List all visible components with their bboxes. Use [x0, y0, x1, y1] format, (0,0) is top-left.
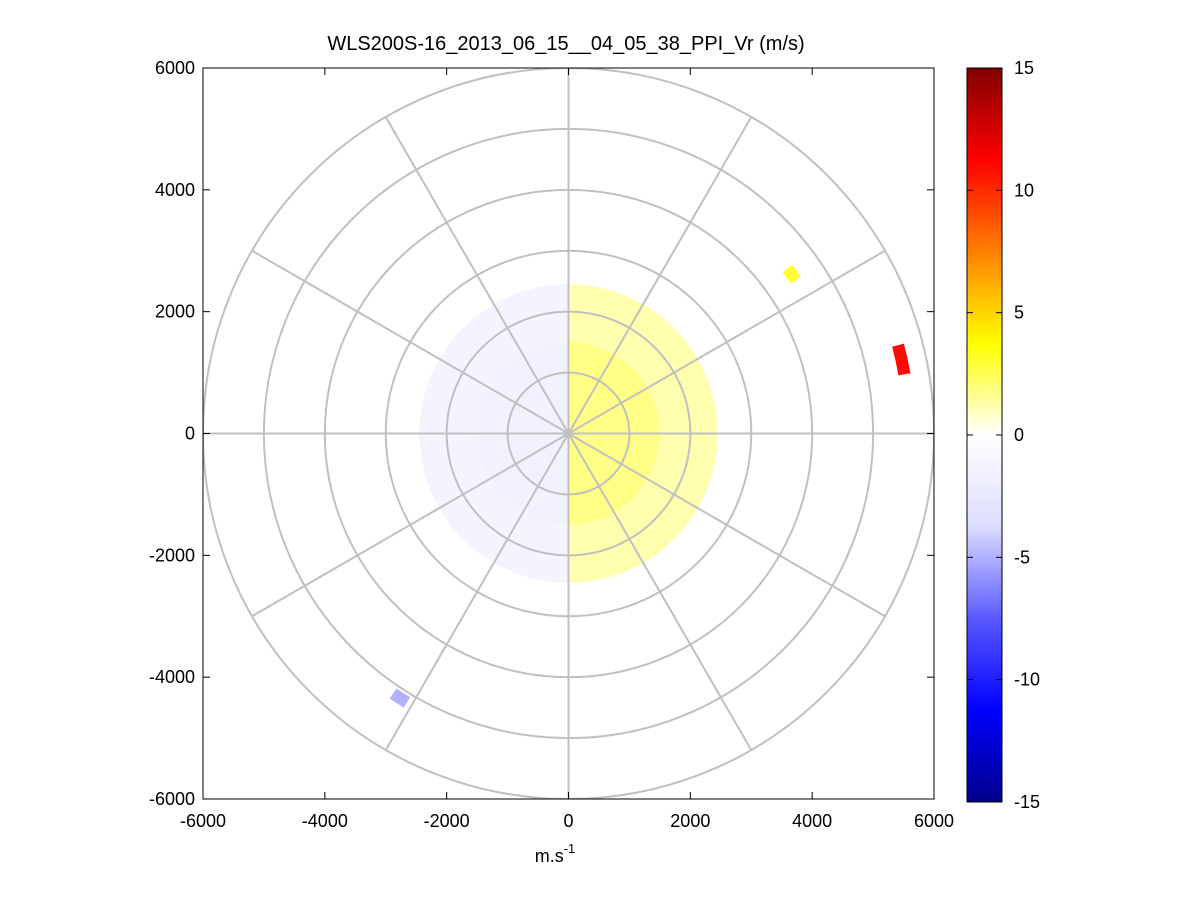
colorbar-tick-label: -5: [1014, 547, 1030, 567]
colorbar-ticks: 15 10 5 0 -5 -10 -15: [967, 58, 1040, 812]
x-tick-label: 0: [563, 811, 573, 831]
grid-spoke-2: [568, 249, 886, 435]
x-tick-label: -6000: [180, 811, 226, 831]
y-axis: 6000 4000 2000 0 -2000 -4000 -6000: [149, 58, 934, 809]
y-tick-label: -2000: [149, 545, 195, 565]
velocity-region-4: [892, 343, 911, 376]
polar-grid: [203, 68, 934, 799]
colorbar-tick-label: 10: [1014, 180, 1034, 200]
colorbar: 15 10 5 0 -5 -10 -15: [966, 58, 1040, 812]
x-axis-label-base: m.s: [535, 846, 564, 866]
x-tick-label: 4000: [792, 811, 832, 831]
x-tick-label: 6000: [914, 811, 954, 831]
y-tick-label: 4000: [155, 180, 195, 200]
chart-title: WLS200S-16_2013_06_15__04_05_38_PPI_Vr (…: [327, 33, 804, 55]
colorbar-tick-label: -15: [1014, 792, 1040, 812]
colorbar-tick-label: 15: [1014, 58, 1034, 78]
colorbar-tick-label: 0: [1014, 425, 1024, 445]
colorbar-tick-label: 5: [1014, 303, 1024, 323]
x-tick-label: 2000: [670, 811, 710, 831]
velocity-region-6: [389, 688, 411, 708]
x-tick-label: -4000: [302, 811, 348, 831]
grid-spoke-1: [567, 116, 753, 434]
x-tick-label: -2000: [424, 811, 470, 831]
velocity-region-3: [568, 284, 718, 583]
velocity-region-5: [782, 264, 801, 284]
x-axis-label-exponent: -1: [564, 841, 576, 856]
y-tick-label: 6000: [155, 58, 195, 78]
colorbar-tick-label: -10: [1014, 670, 1040, 690]
x-axis-label: m.s-1: [535, 841, 576, 866]
velocity-region-2: [419, 284, 582, 583]
grid-spoke-7: [384, 433, 570, 751]
y-tick-label: -6000: [149, 789, 195, 809]
grid-spoke-8: [251, 432, 569, 618]
grid-spoke-4: [568, 432, 886, 618]
grid-spoke-5: [567, 433, 753, 751]
grid-spoke-10: [251, 249, 569, 435]
y-tick-label: -4000: [149, 667, 195, 687]
x-axis: -6000 -4000 -2000 0 2000 4000 6000: [180, 68, 954, 831]
grid-spoke-11: [384, 116, 570, 434]
y-tick-label: 0: [185, 424, 195, 444]
y-tick-label: 2000: [155, 302, 195, 322]
